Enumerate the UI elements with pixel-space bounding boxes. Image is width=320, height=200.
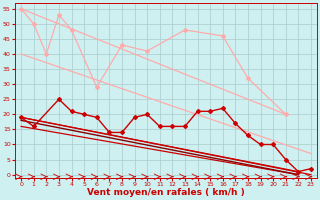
X-axis label: Vent moyen/en rafales ( km/h ): Vent moyen/en rafales ( km/h )	[87, 188, 245, 197]
